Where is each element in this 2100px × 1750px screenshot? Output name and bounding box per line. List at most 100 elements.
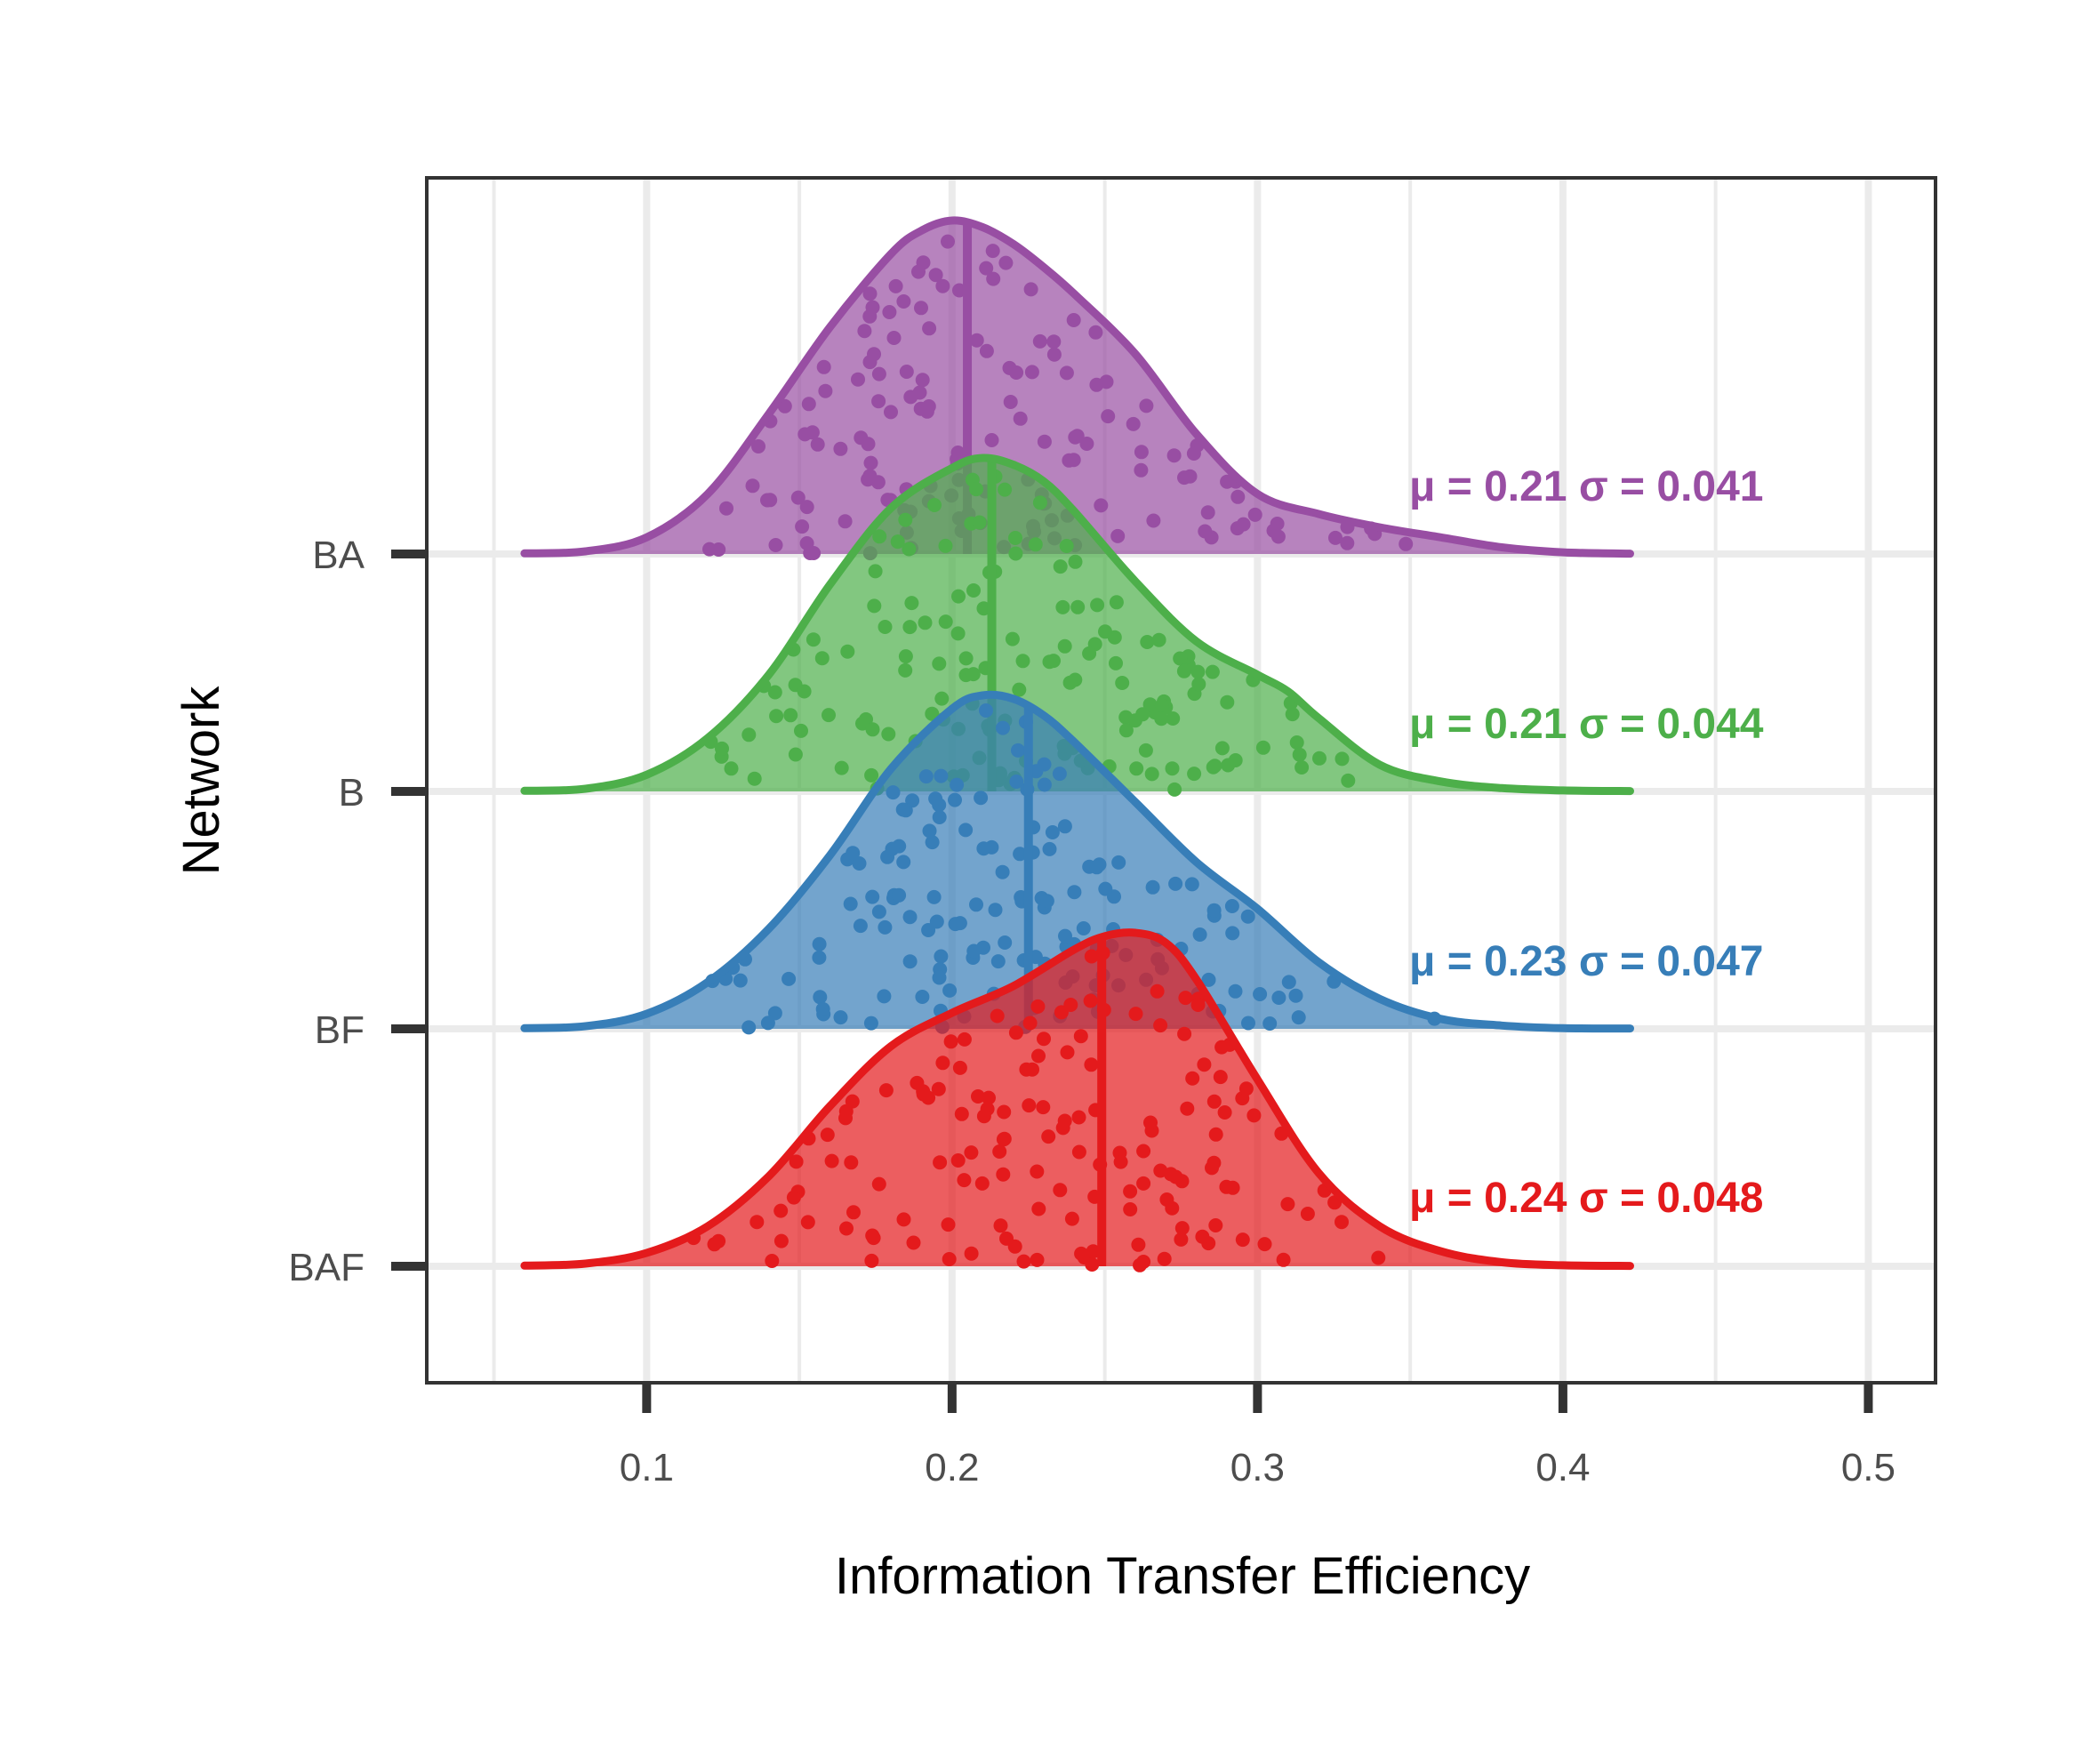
data-point — [840, 644, 855, 659]
data-point — [938, 614, 953, 630]
data-point — [934, 949, 949, 964]
series-layer: μ = 0.21 σ = 0.041 μ = 0.21 σ = 0.044 μ = … — [520, 216, 1764, 1272]
data-point — [1257, 1237, 1272, 1252]
stat-label-baf: μ = 0.24 σ = 0.048 — [1409, 1175, 1763, 1222]
data-point — [1157, 1251, 1172, 1266]
data-point — [1176, 663, 1191, 678]
data-point — [1074, 1246, 1089, 1261]
data-point — [1060, 1045, 1075, 1060]
data-point — [898, 662, 913, 678]
data-point — [1195, 1229, 1210, 1244]
data-point — [935, 278, 950, 293]
data-point — [952, 283, 966, 298]
data-point — [969, 897, 983, 912]
data-point — [890, 534, 905, 550]
data-point — [998, 935, 1013, 950]
data-point — [864, 767, 879, 783]
data-point — [931, 1081, 946, 1096]
data-point — [1089, 860, 1104, 875]
data-point — [815, 1001, 830, 1016]
data-point — [972, 515, 987, 530]
data-point — [833, 1010, 848, 1025]
data-point — [1126, 416, 1141, 431]
data-point — [1153, 1018, 1168, 1033]
data-point — [781, 971, 797, 986]
data-point — [982, 1090, 996, 1105]
data-point — [1220, 694, 1235, 710]
data-point — [1186, 446, 1201, 461]
data-point — [1247, 507, 1262, 522]
data-point — [838, 514, 853, 529]
data-point — [719, 501, 733, 516]
data-point — [1005, 631, 1020, 646]
data-point — [851, 372, 865, 387]
data-point — [950, 777, 965, 792]
data-point — [1066, 313, 1081, 327]
data-point — [882, 305, 897, 319]
x-tick-label: 0.4 — [1535, 1446, 1590, 1489]
data-point — [1002, 360, 1017, 375]
data-point — [865, 722, 880, 737]
data-point — [1236, 517, 1251, 532]
data-point — [1030, 1252, 1045, 1267]
data-point — [1008, 531, 1022, 545]
data-point — [922, 823, 937, 839]
data-point — [1084, 1057, 1099, 1072]
data-point — [928, 791, 943, 807]
data-point — [1288, 988, 1303, 1003]
data-point — [871, 394, 886, 409]
data-point — [824, 1153, 839, 1168]
data-point — [966, 667, 981, 682]
data-point — [1217, 1105, 1232, 1120]
data-point — [799, 500, 814, 515]
data-point — [1128, 1007, 1143, 1022]
data-point — [1008, 546, 1023, 561]
data-point — [1150, 983, 1165, 999]
data-point — [1225, 926, 1240, 941]
data-point — [865, 889, 880, 904]
data-point — [786, 1190, 801, 1205]
data-point — [816, 359, 831, 374]
data-point — [788, 747, 803, 762]
data-point — [1191, 677, 1206, 692]
data-point — [902, 910, 918, 925]
data-point — [1240, 909, 1255, 924]
data-point — [810, 437, 825, 452]
data-point — [926, 889, 942, 904]
data-point — [979, 261, 994, 276]
data-point — [957, 1032, 972, 1047]
data-point — [886, 785, 901, 800]
data-point — [979, 703, 993, 718]
data-point — [763, 493, 778, 508]
data-point — [969, 333, 984, 348]
data-point — [976, 1109, 991, 1124]
data-point — [921, 1090, 936, 1105]
data-point — [885, 841, 900, 856]
data-point — [839, 1221, 854, 1236]
data-point — [862, 309, 878, 324]
data-point — [1088, 325, 1103, 340]
data-point — [943, 1034, 958, 1049]
data-point — [1109, 655, 1123, 670]
data-point — [886, 331, 902, 345]
data-point — [1235, 1232, 1250, 1248]
data-point — [1037, 1032, 1051, 1047]
data-point — [1281, 975, 1296, 990]
data-point — [1177, 1026, 1192, 1041]
data-point — [1113, 1154, 1128, 1169]
data-point — [976, 841, 991, 856]
data-point — [1214, 741, 1230, 756]
data-point — [1144, 767, 1159, 782]
data-point — [1174, 1232, 1189, 1247]
data-point — [1163, 1167, 1178, 1182]
data-point — [724, 761, 739, 776]
data-point — [1136, 1144, 1151, 1159]
data-point — [902, 954, 918, 969]
data-point — [904, 596, 919, 611]
data-point — [1032, 495, 1047, 510]
data-point — [834, 760, 849, 775]
y-tick-label: BA — [312, 534, 365, 577]
plot-frame — [425, 176, 1937, 1385]
